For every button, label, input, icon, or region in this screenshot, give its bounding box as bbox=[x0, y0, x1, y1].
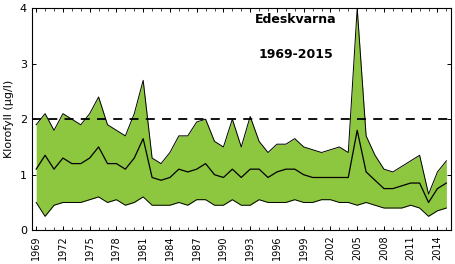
Text: Edeskvarna: Edeskvarna bbox=[255, 13, 337, 26]
Text: 1969-2015: 1969-2015 bbox=[258, 48, 333, 61]
Y-axis label: Klorofyll (µg/l): Klorofyll (µg/l) bbox=[4, 80, 14, 158]
